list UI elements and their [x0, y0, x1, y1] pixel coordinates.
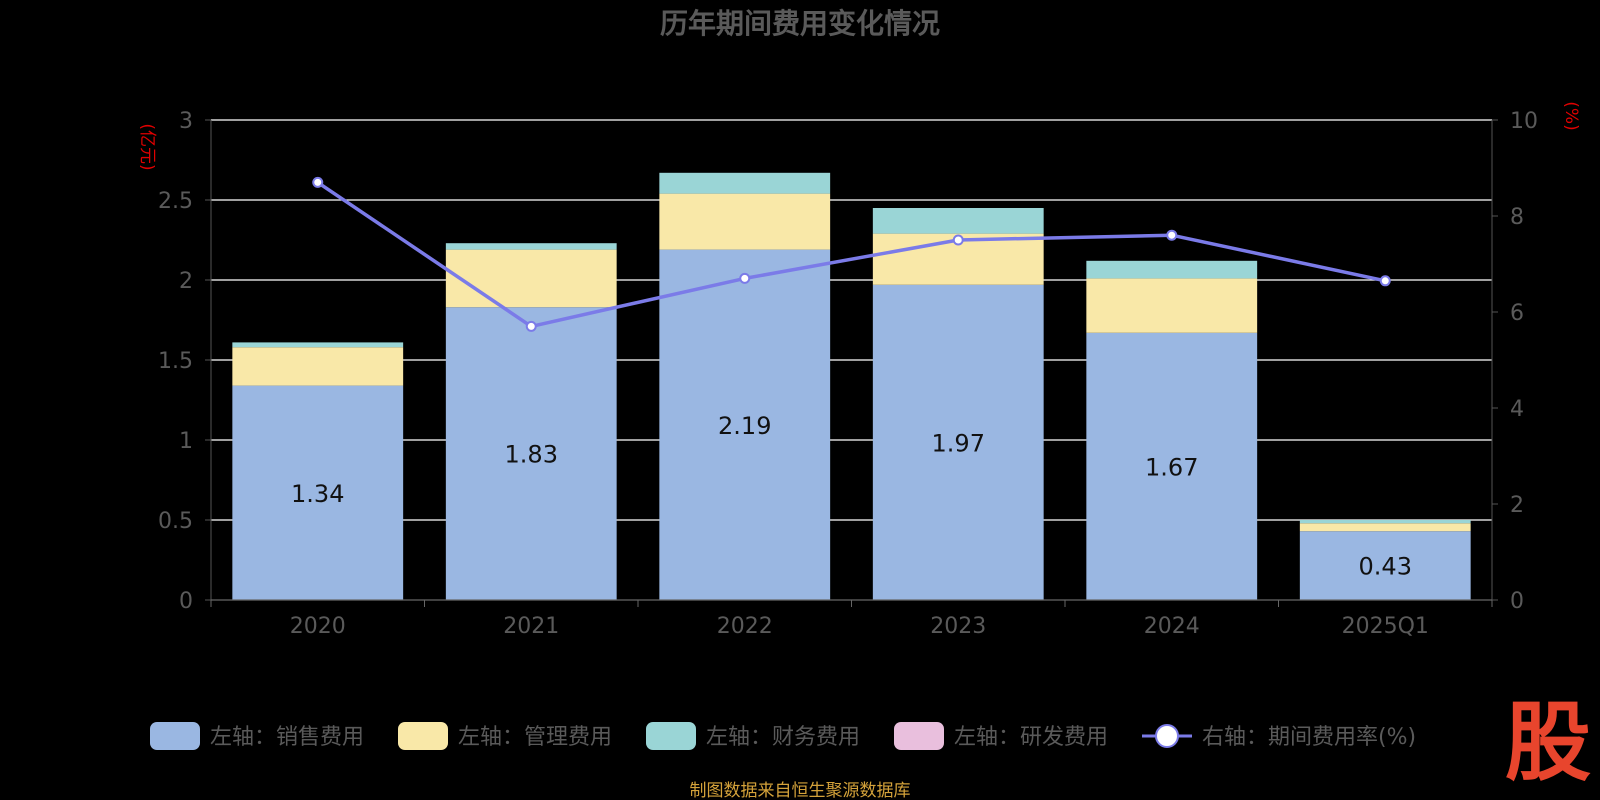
- left-tick-label: 1: [179, 429, 193, 454]
- legend-swatch: [150, 722, 200, 750]
- right-tick-label: 2: [1510, 493, 1524, 518]
- x-tick-label: 2024: [1144, 614, 1200, 639]
- bar-segment: [445, 243, 617, 250]
- data-label: 1.34: [291, 480, 344, 508]
- legend-label: 左轴：管理费用: [458, 725, 612, 750]
- legend-label: 左轴：销售费用: [210, 725, 364, 750]
- axes: 0 0.5 1 1.5 2 2.5 3 0 2 4 6 8 10 2020 2021 2022 2023 2024…: [158, 109, 1538, 639]
- bar-segment: [872, 284, 1044, 600]
- right-tick-label: 10: [1510, 109, 1538, 134]
- data-label: 1.97: [932, 429, 985, 457]
- bar-segment: [232, 342, 404, 348]
- bar-segment: [872, 208, 1044, 234]
- bar-segment: [232, 385, 404, 600]
- chart-title: 历年期间费用变化情况: [660, 7, 940, 40]
- legend-swatch: [646, 722, 696, 750]
- bar-segment: [232, 347, 404, 386]
- rate-line: [312, 176, 1391, 332]
- bar-segment: [1299, 523, 1471, 532]
- watermark-logo: 股: [1505, 693, 1591, 793]
- rate-point: [739, 272, 751, 284]
- bar-segment: [1299, 531, 1471, 600]
- bar-segment: [659, 172, 831, 194]
- rate-point: [1166, 229, 1178, 241]
- bar-segment: [1086, 332, 1258, 600]
- legend: 左轴：销售费用 左轴：管理费用 左轴：财务费用 左轴：研发费用 右轴：期间费用率(%): [150, 722, 1416, 750]
- bar-segment: [1299, 520, 1471, 524]
- rate-point: [525, 320, 537, 332]
- data-label: 1.83: [505, 441, 558, 469]
- data-label: 1.67: [1145, 453, 1198, 481]
- left-tick-label: 0: [179, 589, 193, 614]
- left-tick-label: 0.5: [158, 509, 193, 534]
- bar-segment: [1086, 278, 1258, 333]
- legend-swatch: [398, 722, 448, 750]
- left-tick-label: 2: [179, 269, 193, 294]
- right-axis-unit: (%): [1561, 101, 1581, 130]
- bar-segment: [1086, 260, 1258, 279]
- right-tick-label: 8: [1510, 205, 1524, 230]
- rate-line-path: [316, 180, 1386, 329]
- left-tick-label: 3: [179, 109, 193, 134]
- left-tick-label: 2.5: [158, 189, 193, 214]
- rate-point: [1379, 275, 1391, 287]
- x-tick-label: 2021: [503, 614, 559, 639]
- bar-segment: [445, 249, 617, 308]
- data-label: 2.19: [718, 412, 771, 440]
- legend-label: 右轴：期间费用率(%): [1202, 725, 1416, 750]
- grid: [211, 119, 1492, 521]
- left-tick-label: 1.5: [158, 349, 193, 374]
- x-tick-label: 2022: [717, 614, 773, 639]
- left-axis-unit: (亿元): [137, 123, 157, 170]
- x-tick-label: 2020: [290, 614, 346, 639]
- rate-point: [952, 234, 964, 246]
- x-tick-label: 2023: [930, 614, 986, 639]
- bar-segment: [659, 193, 831, 250]
- right-tick-label: 6: [1510, 301, 1524, 326]
- bars: [232, 172, 1471, 600]
- legend-label: 左轴：研发费用: [954, 725, 1108, 750]
- bar-segment: [659, 249, 831, 600]
- legend-swatch: [894, 722, 944, 750]
- data-label: 0.43: [1359, 553, 1412, 581]
- legend-label: 左轴：财务费用: [706, 725, 860, 750]
- bar-segment: [445, 307, 617, 600]
- x-tick-label: 2025Q1: [1342, 614, 1429, 639]
- source-note: 制图数据来自恒生聚源数据库: [690, 781, 911, 800]
- right-tick-label: 4: [1510, 397, 1524, 422]
- data-labels: 1.34 1.83 2.19 1.97 1.67 0.43: [291, 412, 1412, 581]
- right-tick-label: 0: [1510, 589, 1524, 614]
- rate-point: [312, 176, 324, 188]
- legend-point-swatch: [1155, 724, 1179, 748]
